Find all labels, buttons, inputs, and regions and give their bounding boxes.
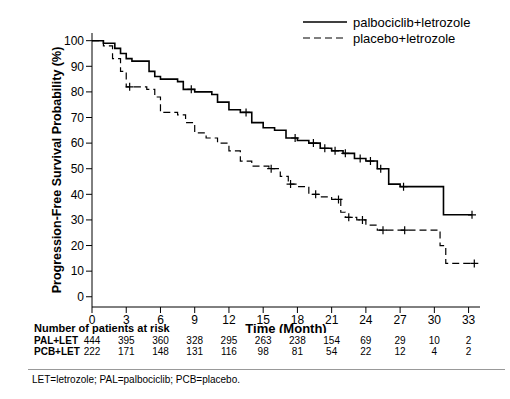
svg-text:10: 10	[71, 264, 85, 278]
svg-text:40: 40	[71, 188, 85, 202]
svg-text:Time (Month): Time (Month)	[245, 321, 326, 333]
svg-text:100: 100	[64, 34, 84, 48]
svg-text:70: 70	[71, 111, 85, 125]
svg-text:80: 80	[71, 85, 85, 99]
svg-text:21: 21	[325, 313, 339, 327]
svg-text:12: 12	[222, 313, 236, 327]
svg-text:30: 30	[428, 313, 442, 327]
svg-text:20: 20	[71, 239, 85, 253]
svg-text:60: 60	[71, 136, 85, 150]
svg-text:90: 90	[71, 60, 85, 74]
svg-text:0: 0	[77, 290, 84, 304]
svg-text:33: 33	[462, 313, 476, 327]
svg-text:9: 9	[191, 313, 198, 327]
svg-text:24: 24	[359, 313, 373, 327]
svg-text:Progression-Free Survival Prob: Progression-Free Survival Probability (%…	[50, 47, 64, 294]
svg-text:27: 27	[393, 313, 407, 327]
svg-text:30: 30	[71, 213, 85, 227]
svg-text:50: 50	[71, 162, 85, 176]
